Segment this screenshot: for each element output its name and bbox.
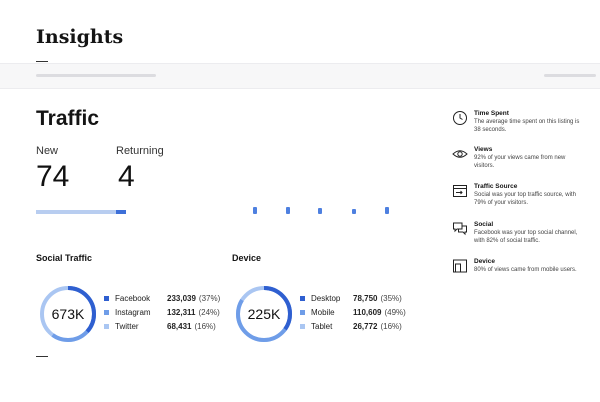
insight-traffic-source: Traffic Source Social was your top traff… — [452, 183, 582, 213]
legend-row-desktop: Desktop 78,750 (35%) — [300, 291, 406, 305]
legend-name: Instagram — [115, 307, 151, 317]
insight-social: Social Facebook was your top social chan… — [452, 221, 582, 251]
insight-title: Social — [474, 221, 494, 228]
social-legend: Facebook 233,039 (37%) Instagram 132,311… — [104, 291, 220, 333]
returning-value: 4 — [118, 160, 135, 193]
legend-name: Twitter — [115, 321, 139, 331]
legend-name: Facebook — [115, 293, 151, 303]
device-title: Device — [232, 253, 262, 263]
legend-swatch — [104, 295, 109, 301]
legend-percent: (16%) — [194, 321, 216, 331]
legend-row-instagram: Instagram 132,311 (24%) — [104, 305, 220, 319]
device-donut-segment-desktop — [236, 286, 292, 342]
insight-views: Views 92% of your views came from new vi… — [452, 146, 582, 176]
trend-bar — [352, 209, 356, 214]
insight-title: Time Spent — [474, 110, 509, 117]
trend-bar — [385, 207, 389, 214]
insight-text: Facebook was your top social channel, wi… — [474, 230, 578, 244]
legend-value: 78,750 — [353, 293, 378, 303]
clock-icon — [453, 111, 467, 125]
legend-swatch — [300, 323, 305, 329]
legend-row-tablet: Tablet 26,772 (16%) — [300, 319, 406, 333]
device-icon — [453, 259, 467, 273]
traffic-bar-fill — [116, 210, 126, 214]
legend-name: Tablet — [311, 321, 333, 331]
insight-time-spent: Time Spent The average time spent on thi… — [452, 110, 582, 140]
insight-text: The average time spent on this listing i… — [474, 119, 580, 133]
title-underline — [36, 61, 48, 62]
legend-name: Desktop — [311, 293, 341, 303]
insight-text: 92% of your views came from new visitors… — [474, 155, 566, 169]
legend-percent: (37%) — [198, 293, 221, 303]
traffic-title: Traffic — [36, 107, 100, 130]
insight-title: Views — [474, 146, 493, 153]
device-donut: 225K — [236, 286, 292, 342]
insight-title: Device — [474, 258, 495, 265]
legend-value: 110,609 — [353, 307, 382, 317]
new-label: New — [36, 145, 59, 157]
trend-bar — [318, 208, 322, 214]
page-title: Insights — [36, 26, 124, 48]
insight-text: 80% of views came from mobile users. — [474, 267, 577, 273]
returning-label: Returning — [116, 145, 164, 157]
tab-placeholder-left[interactable] — [36, 74, 156, 77]
legend-percent: (16%) — [380, 321, 402, 331]
legend-value: 233,039 — [167, 293, 196, 303]
legend-row-mobile: Mobile 110,609 (49%) — [300, 305, 406, 319]
tab-placeholder-right[interactable] — [544, 74, 596, 77]
legend-percent: (24%) — [198, 307, 220, 317]
social-donut-segment-facebook — [40, 286, 96, 342]
legend-percent: (35%) — [380, 293, 402, 303]
tab-bar — [0, 63, 600, 89]
social-traffic-title: Social Traffic — [36, 253, 93, 263]
traffic-bar-track — [36, 210, 126, 214]
social-total: 673K — [52, 306, 85, 322]
trend-bar — [286, 207, 290, 214]
device-legend: Desktop 78,750 (35%) Mobile 110,609 (49%… — [300, 291, 406, 333]
legend-value: 68,431 — [167, 321, 192, 331]
legend-row-facebook: Facebook 233,039 (37%) — [104, 291, 220, 305]
legend-value: 132,311 — [167, 307, 196, 317]
legend-swatch — [300, 309, 305, 315]
chat-icon — [453, 222, 467, 236]
legend-percent: (49%) — [384, 307, 406, 317]
legend-row-twitter: Twitter 68,431 (16%) — [104, 319, 220, 333]
legend-swatch — [300, 295, 305, 301]
legend-name: Mobile — [311, 307, 335, 317]
legend-swatch — [104, 309, 109, 315]
trend-bar — [253, 207, 257, 214]
bottom-underline — [36, 356, 48, 357]
legend-value: 26,772 — [353, 321, 378, 331]
legend-swatch — [104, 323, 109, 329]
insight-device: Device 80% of views came from mobile use… — [452, 258, 582, 288]
eye-icon — [452, 150, 468, 158]
traffic-source-icon — [453, 185, 467, 197]
new-value: 74 — [36, 160, 70, 193]
social-donut: 673K — [40, 286, 96, 342]
device-total: 225K — [248, 306, 281, 322]
insight-title: Traffic Source — [474, 183, 518, 190]
insight-text: Social was your top traffic source, with… — [474, 192, 576, 206]
